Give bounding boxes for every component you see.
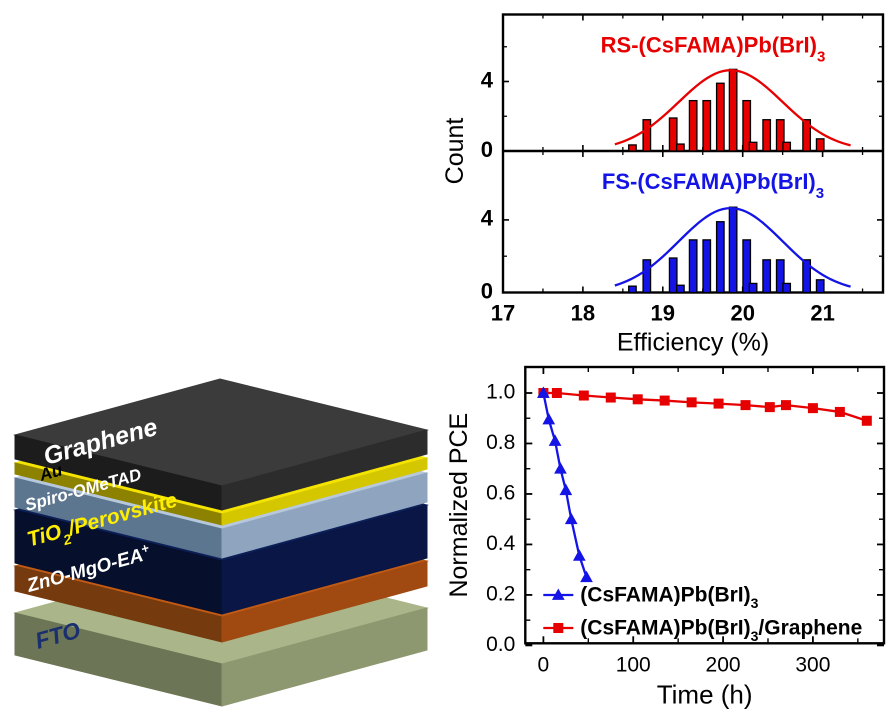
svg-text:1.0: 1.0 — [486, 381, 515, 404]
svg-text:0: 0 — [481, 137, 493, 162]
svg-text:(CsFAMA)Pb(BrI)3: (CsFAMA)Pb(BrI)3 — [580, 584, 758, 611]
svg-text:Time (h): Time (h) — [657, 679, 753, 709]
svg-text:0: 0 — [538, 653, 550, 676]
svg-text:Count: Count — [445, 118, 469, 185]
svg-text:Efficiency (%): Efficiency (%) — [617, 329, 769, 357]
svg-text:0.4: 0.4 — [486, 532, 516, 555]
svg-text:18: 18 — [571, 301, 595, 326]
svg-text:4: 4 — [481, 206, 494, 231]
svg-text:0.6: 0.6 — [486, 482, 515, 505]
svg-text:FS-(CsFAMA)Pb(BrI)3: FS-(CsFAMA)Pb(BrI)3 — [602, 169, 824, 202]
svg-text:0.2: 0.2 — [486, 582, 515, 605]
svg-text:0.8: 0.8 — [486, 431, 515, 454]
svg-text:19: 19 — [651, 301, 675, 326]
svg-text:17: 17 — [491, 301, 515, 326]
svg-text:0.0: 0.0 — [486, 633, 515, 656]
svg-text:21: 21 — [810, 301, 834, 326]
svg-text:200: 200 — [706, 653, 741, 676]
svg-text:RS-(CsFAMA)Pb(BrI)3: RS-(CsFAMA)Pb(BrI)3 — [601, 33, 826, 66]
svg-text:20: 20 — [730, 301, 754, 326]
svg-text:4: 4 — [481, 67, 494, 92]
svg-text:100: 100 — [616, 653, 651, 676]
svg-text:Normalized PCE: Normalized PCE — [445, 413, 473, 598]
svg-text:300: 300 — [795, 653, 830, 676]
svg-text:(CsFAMA)Pb(BrI)3/Graphene: (CsFAMA)Pb(BrI)3/Graphene — [580, 617, 862, 644]
